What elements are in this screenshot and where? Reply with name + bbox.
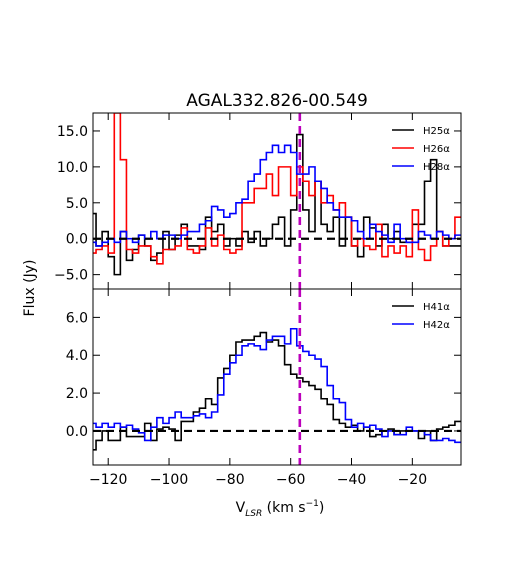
y-tick-label: 10.0 — [57, 160, 88, 176]
y-tick-label: 4.0 — [66, 348, 88, 364]
y-axis-label: Flux (Jy) — [22, 260, 38, 317]
legend-label: H25α — [423, 126, 450, 137]
x-axis-label: VLSR (km s−1) — [236, 499, 325, 519]
x-axis-label-close: ) — [319, 500, 324, 516]
y-tick-label: 0.0 — [66, 424, 88, 440]
x-axis-label-symbol: V — [236, 500, 246, 516]
series-line-p0-s0 — [93, 133, 461, 276]
series-line-p1-s0 — [93, 331, 461, 451]
y-tick-label: −5.0 — [54, 268, 88, 284]
x-tick-label: −80 — [215, 472, 245, 488]
y-tick-label: 5.0 — [66, 196, 88, 212]
x-tick-label: −120 — [89, 472, 127, 488]
x-tick-label: −100 — [150, 472, 188, 488]
chart-title: AGAL332.826-00.549 — [186, 91, 368, 111]
panel-frame — [92, 112, 462, 290]
y-tick-label: 2.0 — [66, 386, 88, 402]
y-tick-label: 0.0 — [66, 232, 88, 248]
bottom-panel-plot: 6.0 4.0 2.0 0.0 −120 −100 −80 −60 −40 −20 H41α H42α — [66, 288, 462, 488]
x-tick-label: −20 — [398, 472, 428, 488]
y-tick-label: 6.0 — [66, 310, 88, 326]
plot-area — [93, 113, 461, 289]
top-panel-plot: 15.0 10.0 5.0 0.0 −5.0 H25α H26α H28α — [54, 112, 462, 290]
series-line-p0-s2 — [93, 144, 461, 247]
plot-area — [93, 289, 461, 465]
x-axis-label-exponent: −1 — [306, 499, 319, 509]
legend-label: H26α — [423, 144, 450, 155]
series-line-p0-s1 — [93, 113, 461, 265]
legend-label: H28α — [423, 162, 450, 173]
y-tick-label: 15.0 — [57, 124, 88, 140]
series-line-p1-s1 — [93, 327, 461, 444]
x-axis-label-units: (km s — [262, 500, 305, 516]
legend-label: H42α — [423, 320, 450, 331]
x-tick-label: −40 — [337, 472, 367, 488]
legend-label: H41α — [423, 302, 450, 313]
panel-frame — [92, 288, 462, 466]
x-axis-label-subscript: LSR — [245, 509, 262, 519]
x-tick-label: −60 — [276, 472, 306, 488]
